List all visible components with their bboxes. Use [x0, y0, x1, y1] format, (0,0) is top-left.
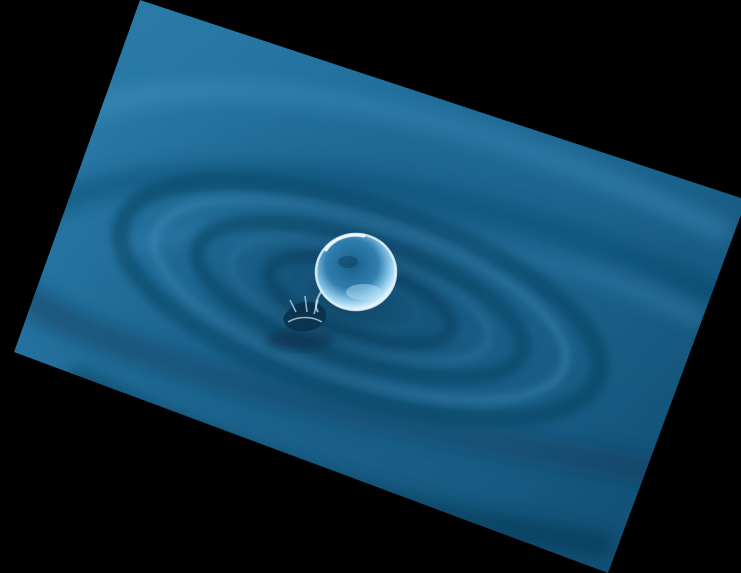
splash-crown — [266, 295, 334, 350]
water-droplet — [314, 232, 398, 313]
